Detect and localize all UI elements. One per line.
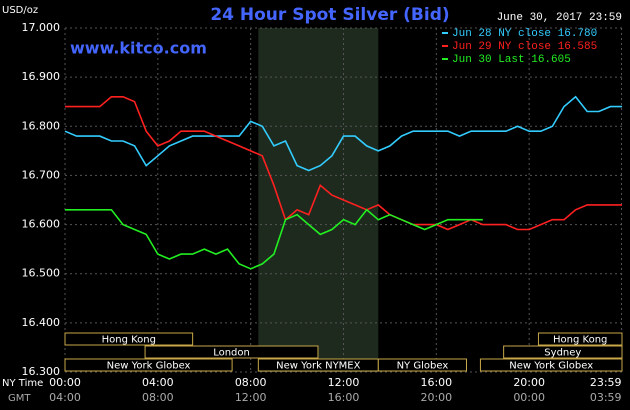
x-tick-label: 12:00 <box>328 376 360 389</box>
session-label: New York Globex <box>509 361 593 372</box>
session-label: Hong Kong <box>102 335 156 346</box>
chart-title: 24 Hour Spot Silver (Bid) <box>210 5 449 25</box>
session-box <box>64 332 194 346</box>
session-box <box>479 358 623 372</box>
y-tick-label: 16.500 <box>22 267 61 280</box>
session-label: Hong Kong <box>553 335 607 346</box>
y-tick-label: 16.800 <box>22 119 61 132</box>
x2-tick-label: 20:00 <box>420 391 452 404</box>
series-line <box>64 95 622 172</box>
x2-tick-label: 04:00 <box>49 391 81 404</box>
x-tick-label: 23:59 <box>590 376 622 389</box>
session-label: New York Globex <box>107 361 191 372</box>
session-box <box>377 358 468 372</box>
session-box <box>537 332 623 346</box>
legend-entry: Jun 30 Last 16.605 <box>452 54 571 66</box>
session-box <box>64 358 233 372</box>
session-label: New York NYMEX <box>276 361 361 372</box>
x-tick-label: 04:00 <box>142 376 174 389</box>
session-label: Sydney <box>544 348 581 359</box>
y-axis-label: USD/oz <box>2 5 38 16</box>
x-tick-label: 00:00 <box>49 376 81 389</box>
y-tick-label: 17.000 <box>22 21 61 34</box>
y-tick-label: 16.600 <box>22 218 61 231</box>
session-label: NY Globex <box>397 361 449 372</box>
timestamp: June 30, 2017 23:59 <box>497 12 622 24</box>
session-box <box>503 345 623 359</box>
legend-entry: Jun 29 NY close 16.585 <box>452 41 597 53</box>
session-label: London <box>213 348 250 359</box>
y-tick-label: 16.400 <box>22 316 61 329</box>
y-tick-label: 16.300 <box>22 365 61 378</box>
x2-tick-label: 08:00 <box>142 391 174 404</box>
x-tick-label: 16:00 <box>420 376 452 389</box>
series-line <box>65 96 622 231</box>
x2-tick-label: 12:00 <box>235 391 267 404</box>
legend-entry: Jun 28 NY close 16.780 <box>452 28 597 40</box>
x-tick-label: 20:00 <box>513 376 545 389</box>
y-tick-label: 16.700 <box>22 168 61 181</box>
watermark: www.kitco.com <box>70 39 207 58</box>
x2-tick-label: 03:59 <box>590 391 622 404</box>
x-axis-label: NY Time <box>2 378 43 389</box>
series-line <box>65 208 483 270</box>
x-tick-label: 08:00 <box>235 376 267 389</box>
x2-axis-label: GMT <box>8 393 31 404</box>
shaded-region <box>258 28 379 372</box>
x2-tick-label: 00:00 <box>513 391 545 404</box>
session-box <box>144 345 319 359</box>
y-tick-label: 16.900 <box>22 70 61 83</box>
x2-tick-label: 16:00 <box>328 391 360 404</box>
